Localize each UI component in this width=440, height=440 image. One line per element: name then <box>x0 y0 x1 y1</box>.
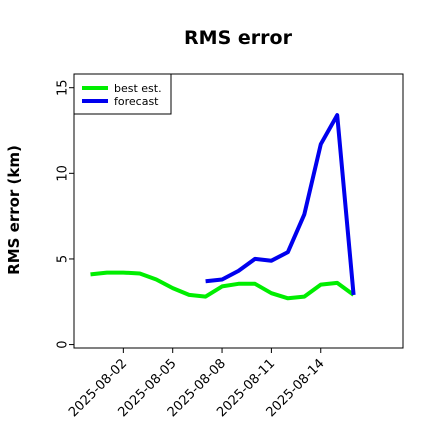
x-axis: 2025-08-022025-08-052025-08-082025-08-11… <box>66 348 328 420</box>
y-tick-label: 10 <box>56 165 71 182</box>
chart-title: RMS error <box>184 27 293 49</box>
plot-frame <box>73 73 404 349</box>
legend-label: forecast <box>114 95 159 108</box>
y-axis-label: RMS error (km) <box>5 145 23 275</box>
series-line-1 <box>205 113 356 296</box>
y-axis: 0 5 10 15 <box>56 79 74 349</box>
series-layer <box>90 113 356 301</box>
legend-label: best est. <box>114 82 162 95</box>
y-tick-label: 15 <box>56 79 71 96</box>
legend-box <box>73 73 172 115</box>
legend: best est.forecast <box>73 73 172 115</box>
series-line-0 <box>90 270 355 301</box>
y-tick-label: 0 <box>56 340 71 348</box>
y-tick-label: 5 <box>56 255 71 263</box>
